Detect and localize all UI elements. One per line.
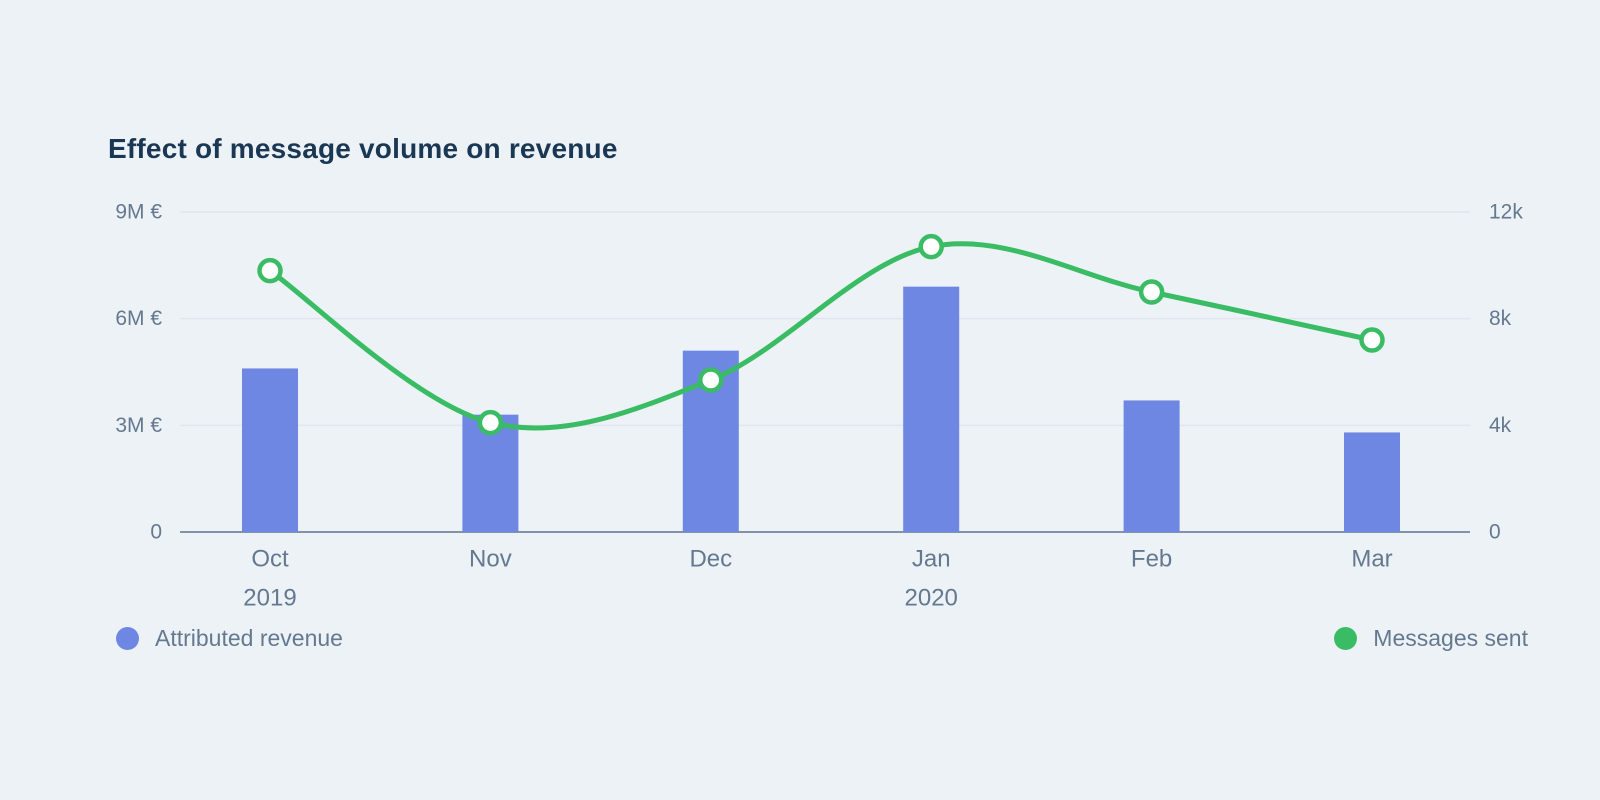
x-axis-month-label: Mar [1351,546,1392,573]
revenue-bar-mar[interactable] [1344,432,1400,532]
right-axis-tick-label: 12k [1489,201,1523,224]
messages-sent-line [267,241,1375,431]
messages-sent-legend-dot-icon [1334,626,1358,650]
x-axis-month-label: Feb [1131,546,1172,573]
messages-sent-legend-label: Messages sent [1373,624,1528,651]
messages-point-oct[interactable] [257,257,283,284]
right-axis-tick-label: 0 [1489,521,1501,544]
left-axis-tick-label: 3M € [115,414,162,437]
right-axis-tick-label: 8k [1489,307,1512,330]
left-axis-tick-label: 9M € [115,201,162,224]
attributed-revenue-legend-label: Attributed revenue [155,624,343,651]
revenue-bar-feb[interactable] [1123,400,1180,532]
messages-point-nov[interactable] [477,409,504,436]
chart-title: Effect of message volume on revenue [108,133,618,164]
messages-point-jan[interactable] [918,233,944,260]
messages-point-mar[interactable] [1359,327,1385,353]
right-axis-tick-label: 4k [1489,414,1512,437]
x-axis-year-label: 2019 [243,585,296,612]
x-axis-month-label: Oct [251,546,289,573]
messages-point-feb[interactable] [1138,279,1165,305]
revenue-bar-jan[interactable] [903,286,960,532]
legend-item-attributed-revenue[interactable]: Attributed revenue [116,624,343,652]
left-axis-tick-label: 0 [150,521,162,544]
attributed-revenue-legend-dot-icon [116,626,139,650]
x-axis-month-label: Jan [912,546,951,573]
x-axis-month-label: Nov [469,546,512,573]
revenue-bar-oct[interactable] [242,368,298,532]
legend-item-messages-sent[interactable]: Messages sent [1334,624,1528,652]
x-axis-year-label: 2020 [905,585,958,612]
left-axis-tick-label: 6M € [115,307,162,330]
x-axis-month-label: Dec [689,546,732,573]
messages-point-dec[interactable] [698,367,724,393]
